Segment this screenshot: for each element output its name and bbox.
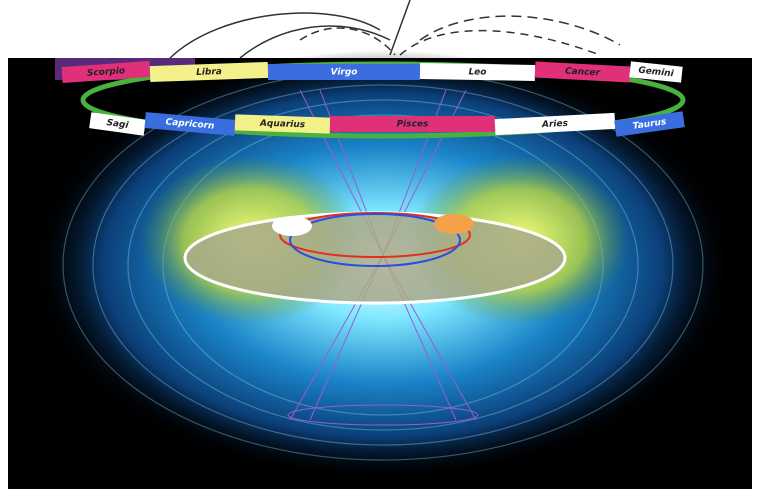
zodiac-label: Gemini [638,66,675,80]
zodiac-label: Libra [196,67,222,78]
zodiac-segment [61,60,151,84]
zodiac-label: Leo [468,67,486,77]
left-body [272,216,312,236]
sketch-background [169,0,621,59]
zodiac-segment [614,111,685,137]
zodiac-segment [494,112,616,136]
right-body [434,214,474,234]
zodiac-segment [419,62,536,82]
zodiac-label: Cancer [565,67,601,79]
zodiac-label: Virgo [331,68,358,78]
zodiac-segment [268,64,420,80]
zodiac-label: Taurus [632,117,667,132]
zodiac-labels: Scorpio Libra Virgo Leo Cancer Gemini Sagi Capr… [61,60,685,137]
zodiac-label: Scorpio [87,66,126,79]
field-lines [62,69,704,461]
zodiac-label: Aquarius [259,119,306,131]
zodiac-segment [629,61,683,83]
zodiac-segment [534,61,631,83]
zodiac-segment [149,61,269,83]
zodiac-label: Aries [541,119,569,130]
zodiac-segment [330,116,495,132]
zodiac-segment [89,112,146,136]
orbits [279,212,471,267]
zodiac-label: Capricorn [165,117,215,131]
zodiac-label: Sagi [106,118,130,131]
zodiac-segment [234,114,331,134]
zodiac-segment [144,112,236,136]
zodiac-label: Pisces [397,120,429,130]
